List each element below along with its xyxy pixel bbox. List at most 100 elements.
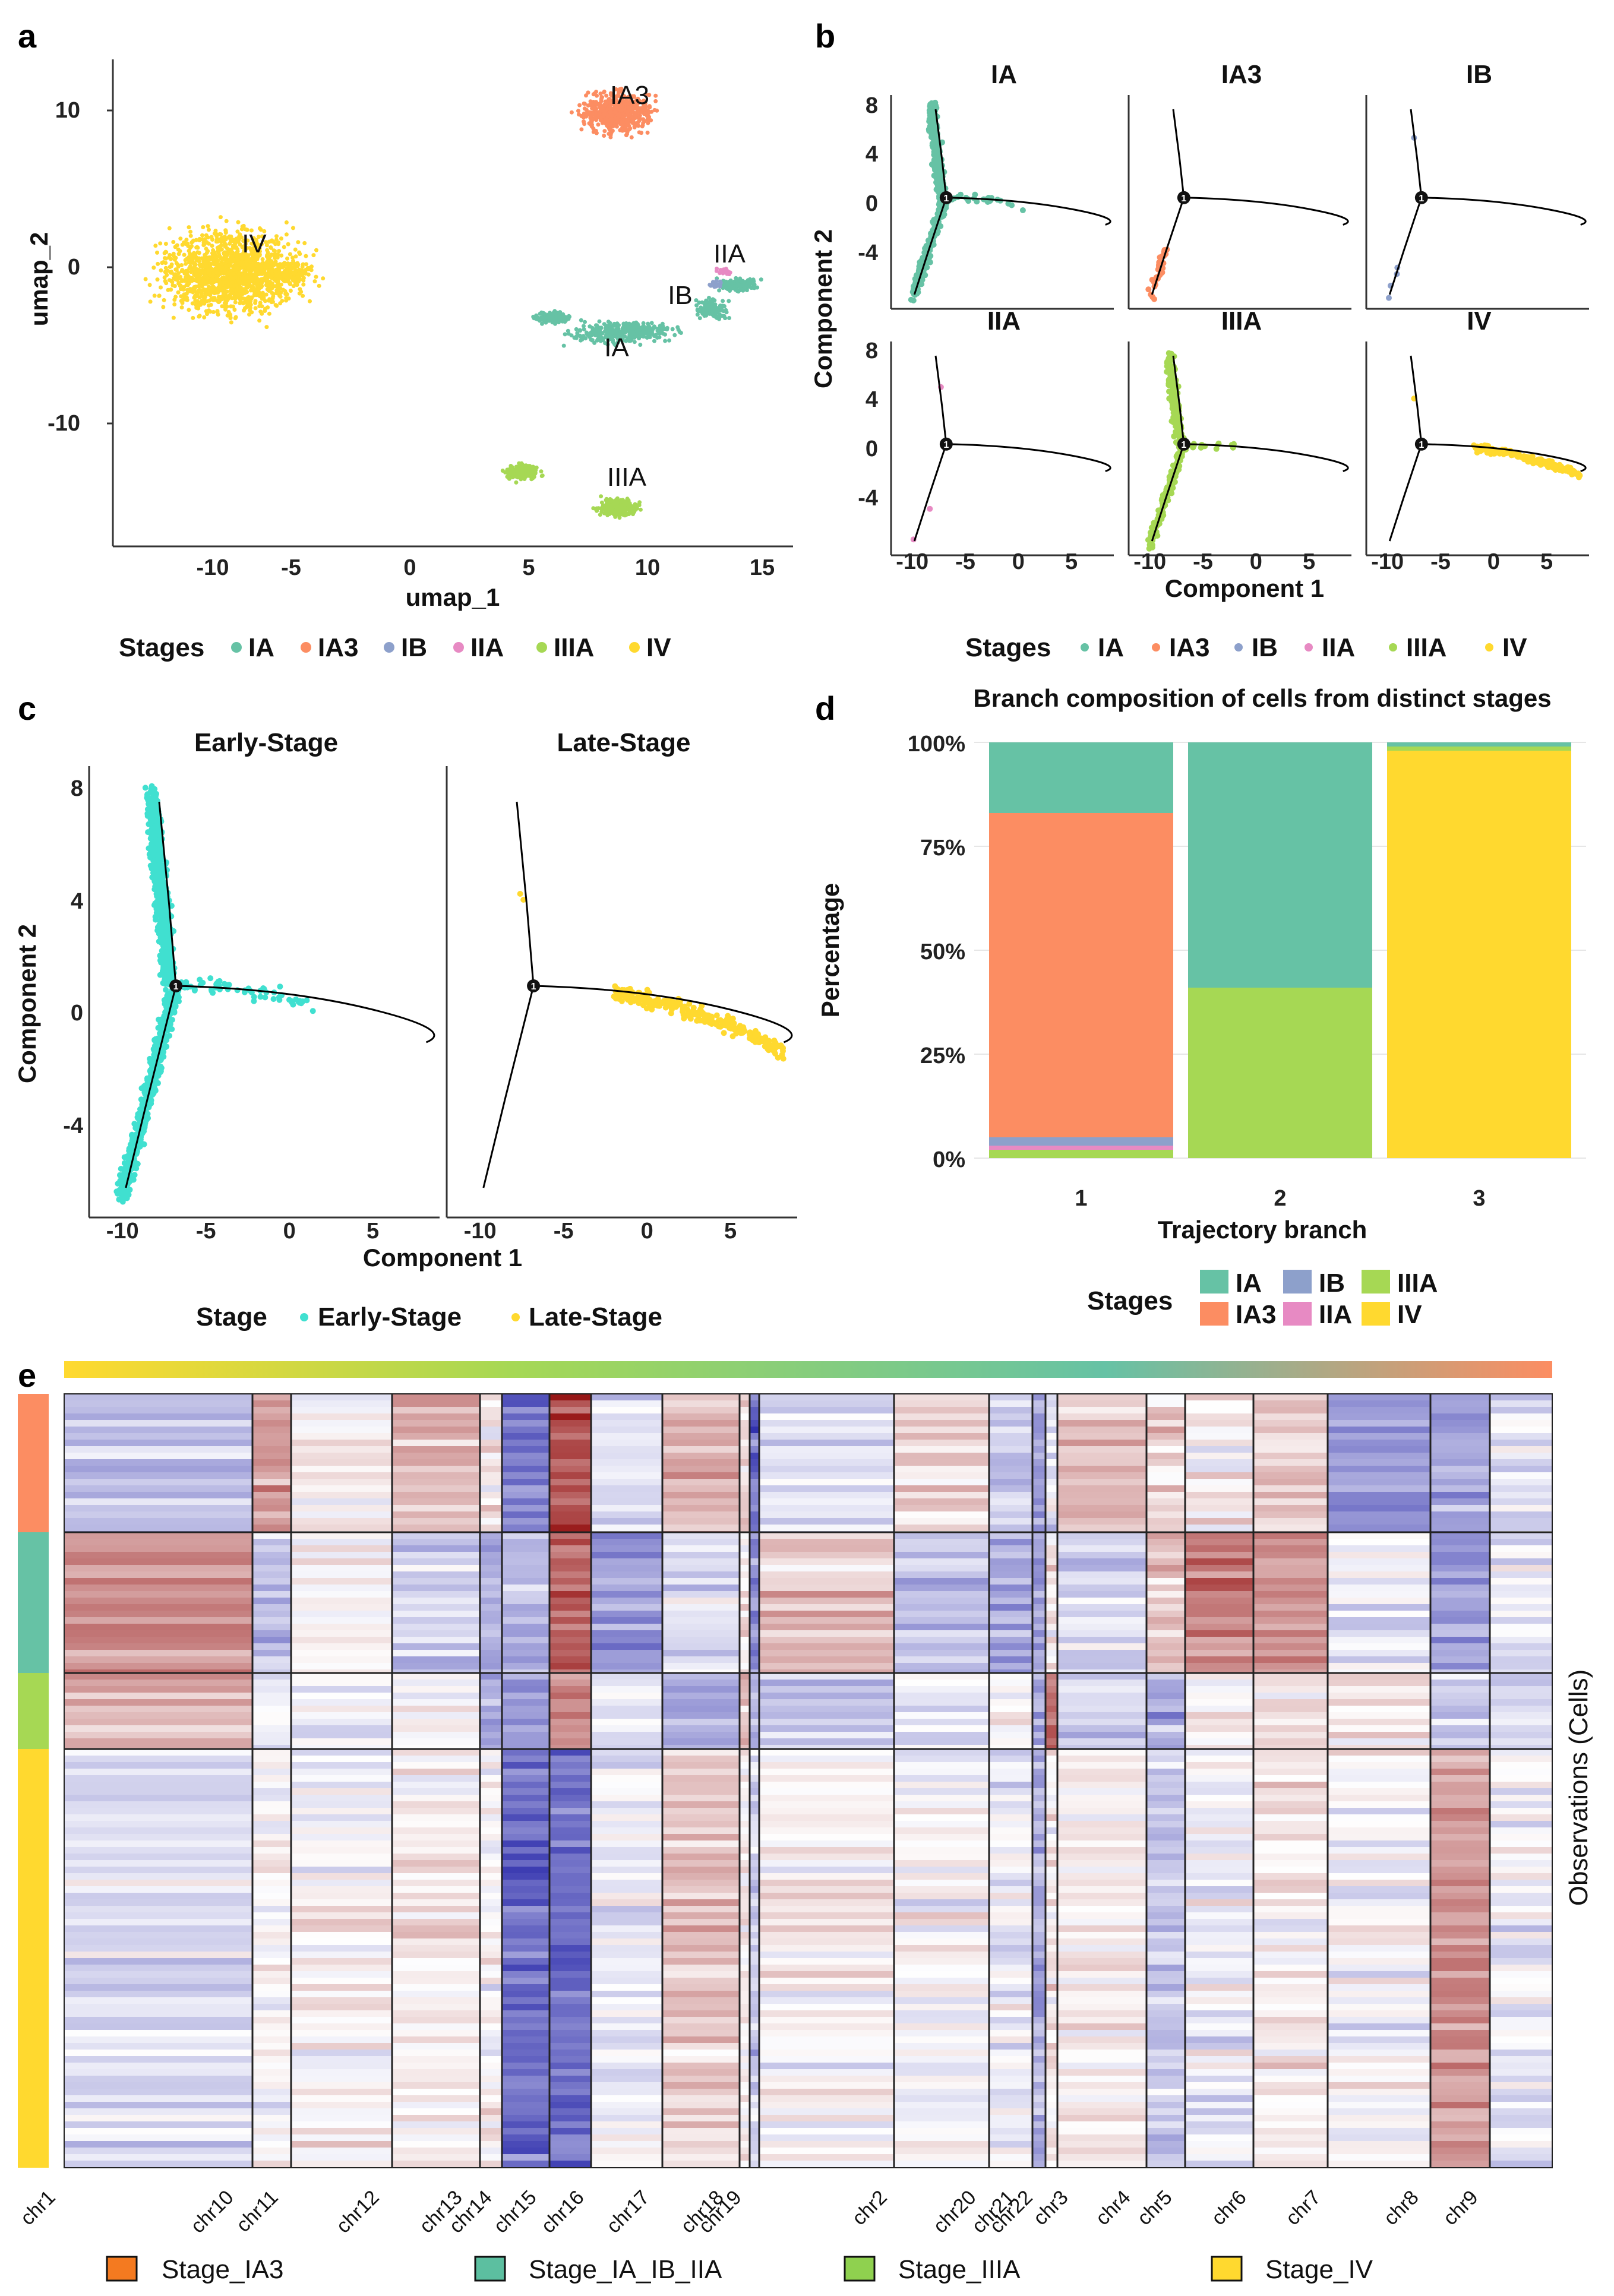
umap-point: [223, 307, 228, 312]
umap-point: [579, 127, 584, 132]
umap-point: [218, 247, 223, 251]
cell-point: [1172, 404, 1179, 411]
umap-point: [171, 315, 176, 320]
umap-point: [598, 115, 603, 120]
umap-point: [515, 470, 520, 475]
umap-point: [210, 282, 214, 286]
cell-point: [1175, 426, 1181, 433]
cluster-label-ia: IA: [604, 333, 629, 362]
umap-point: [224, 301, 228, 305]
cluster-label-iv: IV: [242, 229, 267, 258]
b-xtick: 5: [1303, 549, 1315, 574]
umap-point: [231, 276, 236, 281]
umap-point: [717, 312, 722, 317]
umap-point: [223, 230, 228, 235]
umap-point: [244, 305, 249, 309]
umap-point: [206, 249, 210, 254]
a-legend-title: Stages: [119, 633, 204, 662]
b-facet-title-ia: IA: [991, 60, 1017, 89]
b-facet-title-iiia: IIIA: [1221, 306, 1262, 336]
umap-point: [193, 262, 198, 267]
umap-point: [593, 128, 598, 133]
cell-point: [1508, 452, 1515, 458]
umap-point: [604, 93, 609, 98]
umap-point: [148, 299, 153, 304]
umap-point: [229, 320, 233, 325]
umap-point: [226, 271, 231, 276]
b-xtick: -10: [1133, 549, 1166, 574]
umap-point: [253, 268, 258, 273]
umap-point: [211, 285, 216, 290]
umap-point: [235, 258, 239, 262]
b-facet-ia: 1: [890, 95, 1114, 310]
umap-point: [597, 319, 602, 324]
umap-point: [172, 298, 177, 302]
umap-point: [620, 498, 625, 502]
umap-point: [304, 262, 308, 267]
umap-point: [293, 247, 298, 252]
umap-point: [169, 287, 173, 292]
umap-point: [233, 300, 238, 305]
cell-point: [142, 785, 149, 791]
umap-point: [635, 330, 640, 334]
umap-point: [636, 124, 641, 128]
umap-point: [169, 279, 174, 283]
umap-point: [577, 103, 582, 107]
umap-point: [179, 263, 184, 267]
umap-point: [609, 507, 614, 511]
umap-point: [235, 229, 240, 234]
umap-point: [264, 243, 269, 248]
umap-point: [248, 302, 253, 307]
umap-point: [203, 293, 208, 298]
umap-point: [235, 266, 240, 271]
umap-point: [296, 263, 301, 267]
umap-point: [187, 280, 191, 284]
umap-point: [511, 472, 516, 476]
umap-point: [296, 279, 301, 284]
umap-point: [642, 326, 647, 331]
umap-point: [309, 268, 314, 273]
umap-point: [627, 113, 632, 118]
umap-point: [168, 265, 172, 269]
umap-point: [155, 250, 159, 255]
cell-point: [1527, 454, 1534, 460]
umap-point: [260, 277, 265, 282]
umap-point: [727, 272, 732, 277]
umap-point: [249, 310, 254, 315]
umap-point: [169, 270, 174, 275]
umap-point: [588, 324, 592, 329]
umap-point: [215, 309, 220, 314]
umap-point: [595, 93, 599, 98]
umap-point: [637, 130, 642, 135]
umap-point: [662, 332, 667, 337]
b-legend-title: Stages: [965, 633, 1051, 662]
umap-point: [584, 114, 589, 119]
umap-point: [206, 268, 210, 273]
umap-point: [602, 134, 607, 138]
umap-point: [717, 288, 722, 293]
umap-point: [574, 327, 579, 331]
cell-point: [1558, 463, 1564, 470]
umap-point: [590, 124, 594, 129]
umap-point: [548, 311, 552, 315]
umap-point: [599, 494, 604, 499]
umap-point: [612, 323, 617, 328]
b-ytick-0-top: 0: [866, 191, 878, 216]
cell-point: [1545, 462, 1552, 469]
umap-point: [530, 464, 535, 469]
umap-point: [189, 257, 194, 261]
cell-point: [927, 119, 934, 125]
umap-point: [163, 249, 168, 254]
umap-point: [629, 135, 634, 140]
umap-point: [631, 512, 635, 517]
umap-point: [187, 275, 192, 280]
umap-point: [579, 318, 583, 322]
umap-point: [721, 303, 725, 308]
umap-point: [607, 118, 611, 123]
b-facet-title-ia3: IA3: [1221, 60, 1262, 89]
umap-point: [632, 504, 637, 508]
umap-point: [187, 308, 191, 312]
umap-point: [178, 236, 183, 241]
b-xtick: 0: [1250, 549, 1262, 574]
umap-point: [258, 267, 263, 271]
